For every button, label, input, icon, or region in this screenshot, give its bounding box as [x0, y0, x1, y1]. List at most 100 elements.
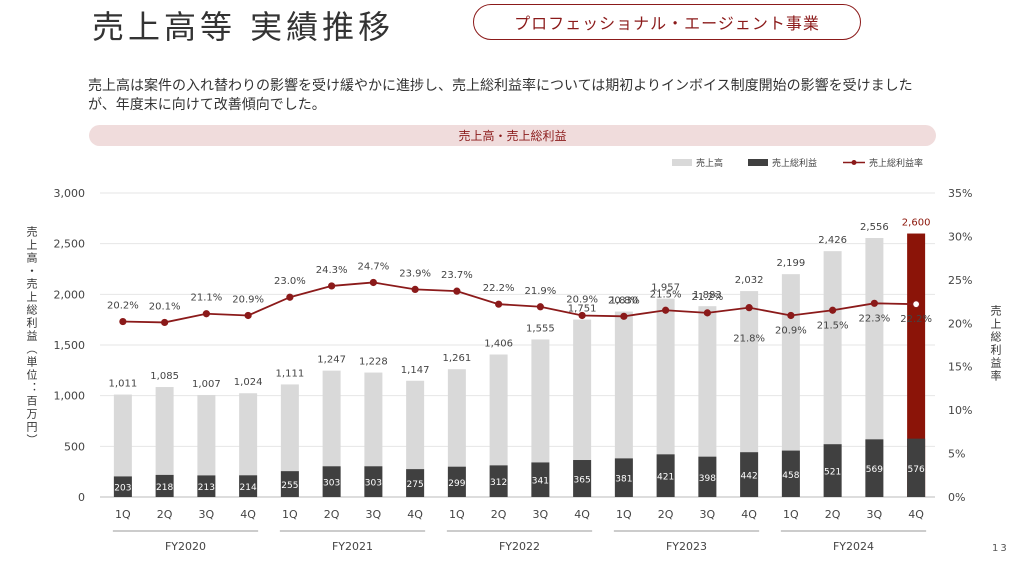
- x-tick-label: 4Q: [574, 508, 590, 521]
- gross-profit-bar: [447, 466, 466, 497]
- margin-value-label: 24.7%: [357, 261, 389, 272]
- legend-swatch: [672, 159, 692, 166]
- gross-profit-value-label: 303: [323, 479, 340, 489]
- margin-value-label: 20.9%: [566, 294, 598, 305]
- sales-bar: [406, 380, 425, 497]
- description-text: 売上高は案件の入れ替わりの影響を受け緩やかに進捗し、売上総利益率については期初よ…: [88, 78, 913, 113]
- y-tick-label: 2,500: [54, 238, 86, 251]
- sales-value-label: 1,024: [234, 377, 263, 388]
- x-tick-label: 1Q: [783, 508, 799, 521]
- sales-bar: [155, 387, 174, 497]
- gross-profit-bar: [823, 444, 842, 497]
- gross-profit-bar: [698, 456, 717, 497]
- page-number: 13: [992, 543, 1009, 554]
- x-tick-label: 2Q: [825, 508, 841, 521]
- margin-value-label: 20.9%: [232, 294, 264, 305]
- y-right-tick-label: 35%: [948, 187, 972, 200]
- sales-value-label: 1,751: [568, 304, 597, 315]
- gross-profit-bar: [740, 452, 759, 497]
- margin-point: [119, 317, 127, 326]
- x-tick-label: 2Q: [324, 508, 340, 521]
- sales-bar: [698, 306, 717, 497]
- gross-profit-bar: [656, 454, 675, 497]
- gross-profit-value-label: 421: [657, 473, 674, 483]
- sales-bar: [907, 233, 926, 498]
- page-title: 売上高等 実績推移: [92, 8, 395, 46]
- gross-profit-bar: [865, 439, 884, 497]
- sales-bar: [113, 394, 132, 497]
- legend-label: 売上高: [696, 157, 723, 169]
- margin-point: [369, 278, 377, 287]
- margin-point: [536, 303, 544, 311]
- y-right-tick-label: 10%: [948, 404, 972, 417]
- legend-label: 売上総利益: [772, 157, 817, 169]
- x-tick-label: 2Q: [491, 508, 507, 521]
- gross-profit-value-label: 299: [448, 479, 465, 489]
- margin-point: [578, 311, 586, 320]
- margin-point: [495, 300, 503, 308]
- x-tick-label: 2Q: [658, 508, 674, 521]
- x-tick-label: 3Q: [366, 508, 382, 521]
- sales-value-label: 1,406: [484, 339, 513, 350]
- y-axis-label-right: 売上総利益率: [989, 305, 1002, 383]
- gross-profit-value-label: 458: [782, 471, 799, 481]
- y-axis-label-left: 売上高・売上総利益（単位：百万円）: [25, 226, 38, 447]
- y-tick-label: 1,000: [54, 390, 86, 403]
- x-tick-label: 4Q: [407, 508, 423, 521]
- x-tick-label: 3Q: [533, 508, 549, 521]
- sales-value-label: 2,032: [735, 275, 764, 286]
- margin-value-label: 23.7%: [441, 270, 473, 281]
- x-tick-label: 4Q: [741, 508, 757, 521]
- margin-value-label: 21.8%: [733, 334, 765, 345]
- sales-bar: [489, 354, 508, 497]
- x-tick-label: 1Q: [616, 508, 632, 521]
- x-group-label: FY2023: [666, 540, 707, 553]
- sales-bar: [322, 370, 341, 497]
- y-tick-label: 0: [78, 491, 85, 504]
- sales-value-label: 1,085: [150, 371, 179, 382]
- sales-bar: [197, 394, 216, 497]
- margin-value-label: 22.3%: [858, 313, 890, 324]
- gross-profit-value-label: 312: [490, 478, 507, 488]
- sales-bar: [573, 319, 592, 497]
- gross-profit-value-label: 381: [615, 475, 632, 485]
- gross-profit-value-label: 214: [240, 483, 257, 493]
- gross-profit-bar: [614, 458, 633, 497]
- gross-profit-bar: [781, 450, 800, 497]
- gross-profit-value-label: 255: [281, 481, 298, 491]
- sales-value-label: 1,883: [693, 290, 722, 301]
- margin-point: [912, 300, 921, 309]
- y-right-tick-label: 30%: [948, 230, 972, 243]
- x-tick-label: 1Q: [282, 508, 298, 521]
- x-tick-label: 4Q: [908, 508, 924, 521]
- sales-value-label: 1,247: [317, 355, 346, 366]
- sales-value-label: 2,426: [818, 235, 847, 246]
- x-tick-label: 1Q: [449, 508, 465, 521]
- gross-profit-bar: [239, 475, 258, 497]
- margin-value-label: 21.5%: [650, 289, 682, 300]
- x-group-label: FY2022: [499, 540, 540, 553]
- sales-value-label: 1,011: [109, 379, 138, 390]
- margin-point: [161, 318, 169, 327]
- gross-profit-value-label: 576: [908, 465, 925, 475]
- gross-profit-value-label: 203: [114, 484, 131, 494]
- x-group-label: FY2021: [332, 540, 373, 553]
- sales-bar: [656, 298, 675, 497]
- margin-point: [745, 304, 753, 312]
- sales-value-label: 1,007: [192, 379, 221, 390]
- sales-value-label: 1,957: [651, 283, 680, 294]
- gross-profit-value-label: 365: [574, 476, 591, 486]
- margin-value-label: 20.8%: [608, 295, 640, 306]
- y-tick-label: 3,000: [54, 187, 86, 200]
- margin-value-label: 24.3%: [316, 265, 348, 276]
- margin-value-label: 21.1%: [190, 293, 222, 304]
- y-right-tick-label: 0%: [948, 491, 965, 504]
- x-tick-label: 3Q: [700, 508, 716, 521]
- sales-bar: [447, 369, 466, 497]
- margin-value-label: 21.2%: [691, 292, 723, 303]
- sales-value-label: 1,261: [443, 353, 472, 364]
- margin-line: [122, 281, 917, 324]
- gross-profit-bar: [155, 474, 174, 497]
- gross-profit-value-label: 303: [365, 479, 382, 489]
